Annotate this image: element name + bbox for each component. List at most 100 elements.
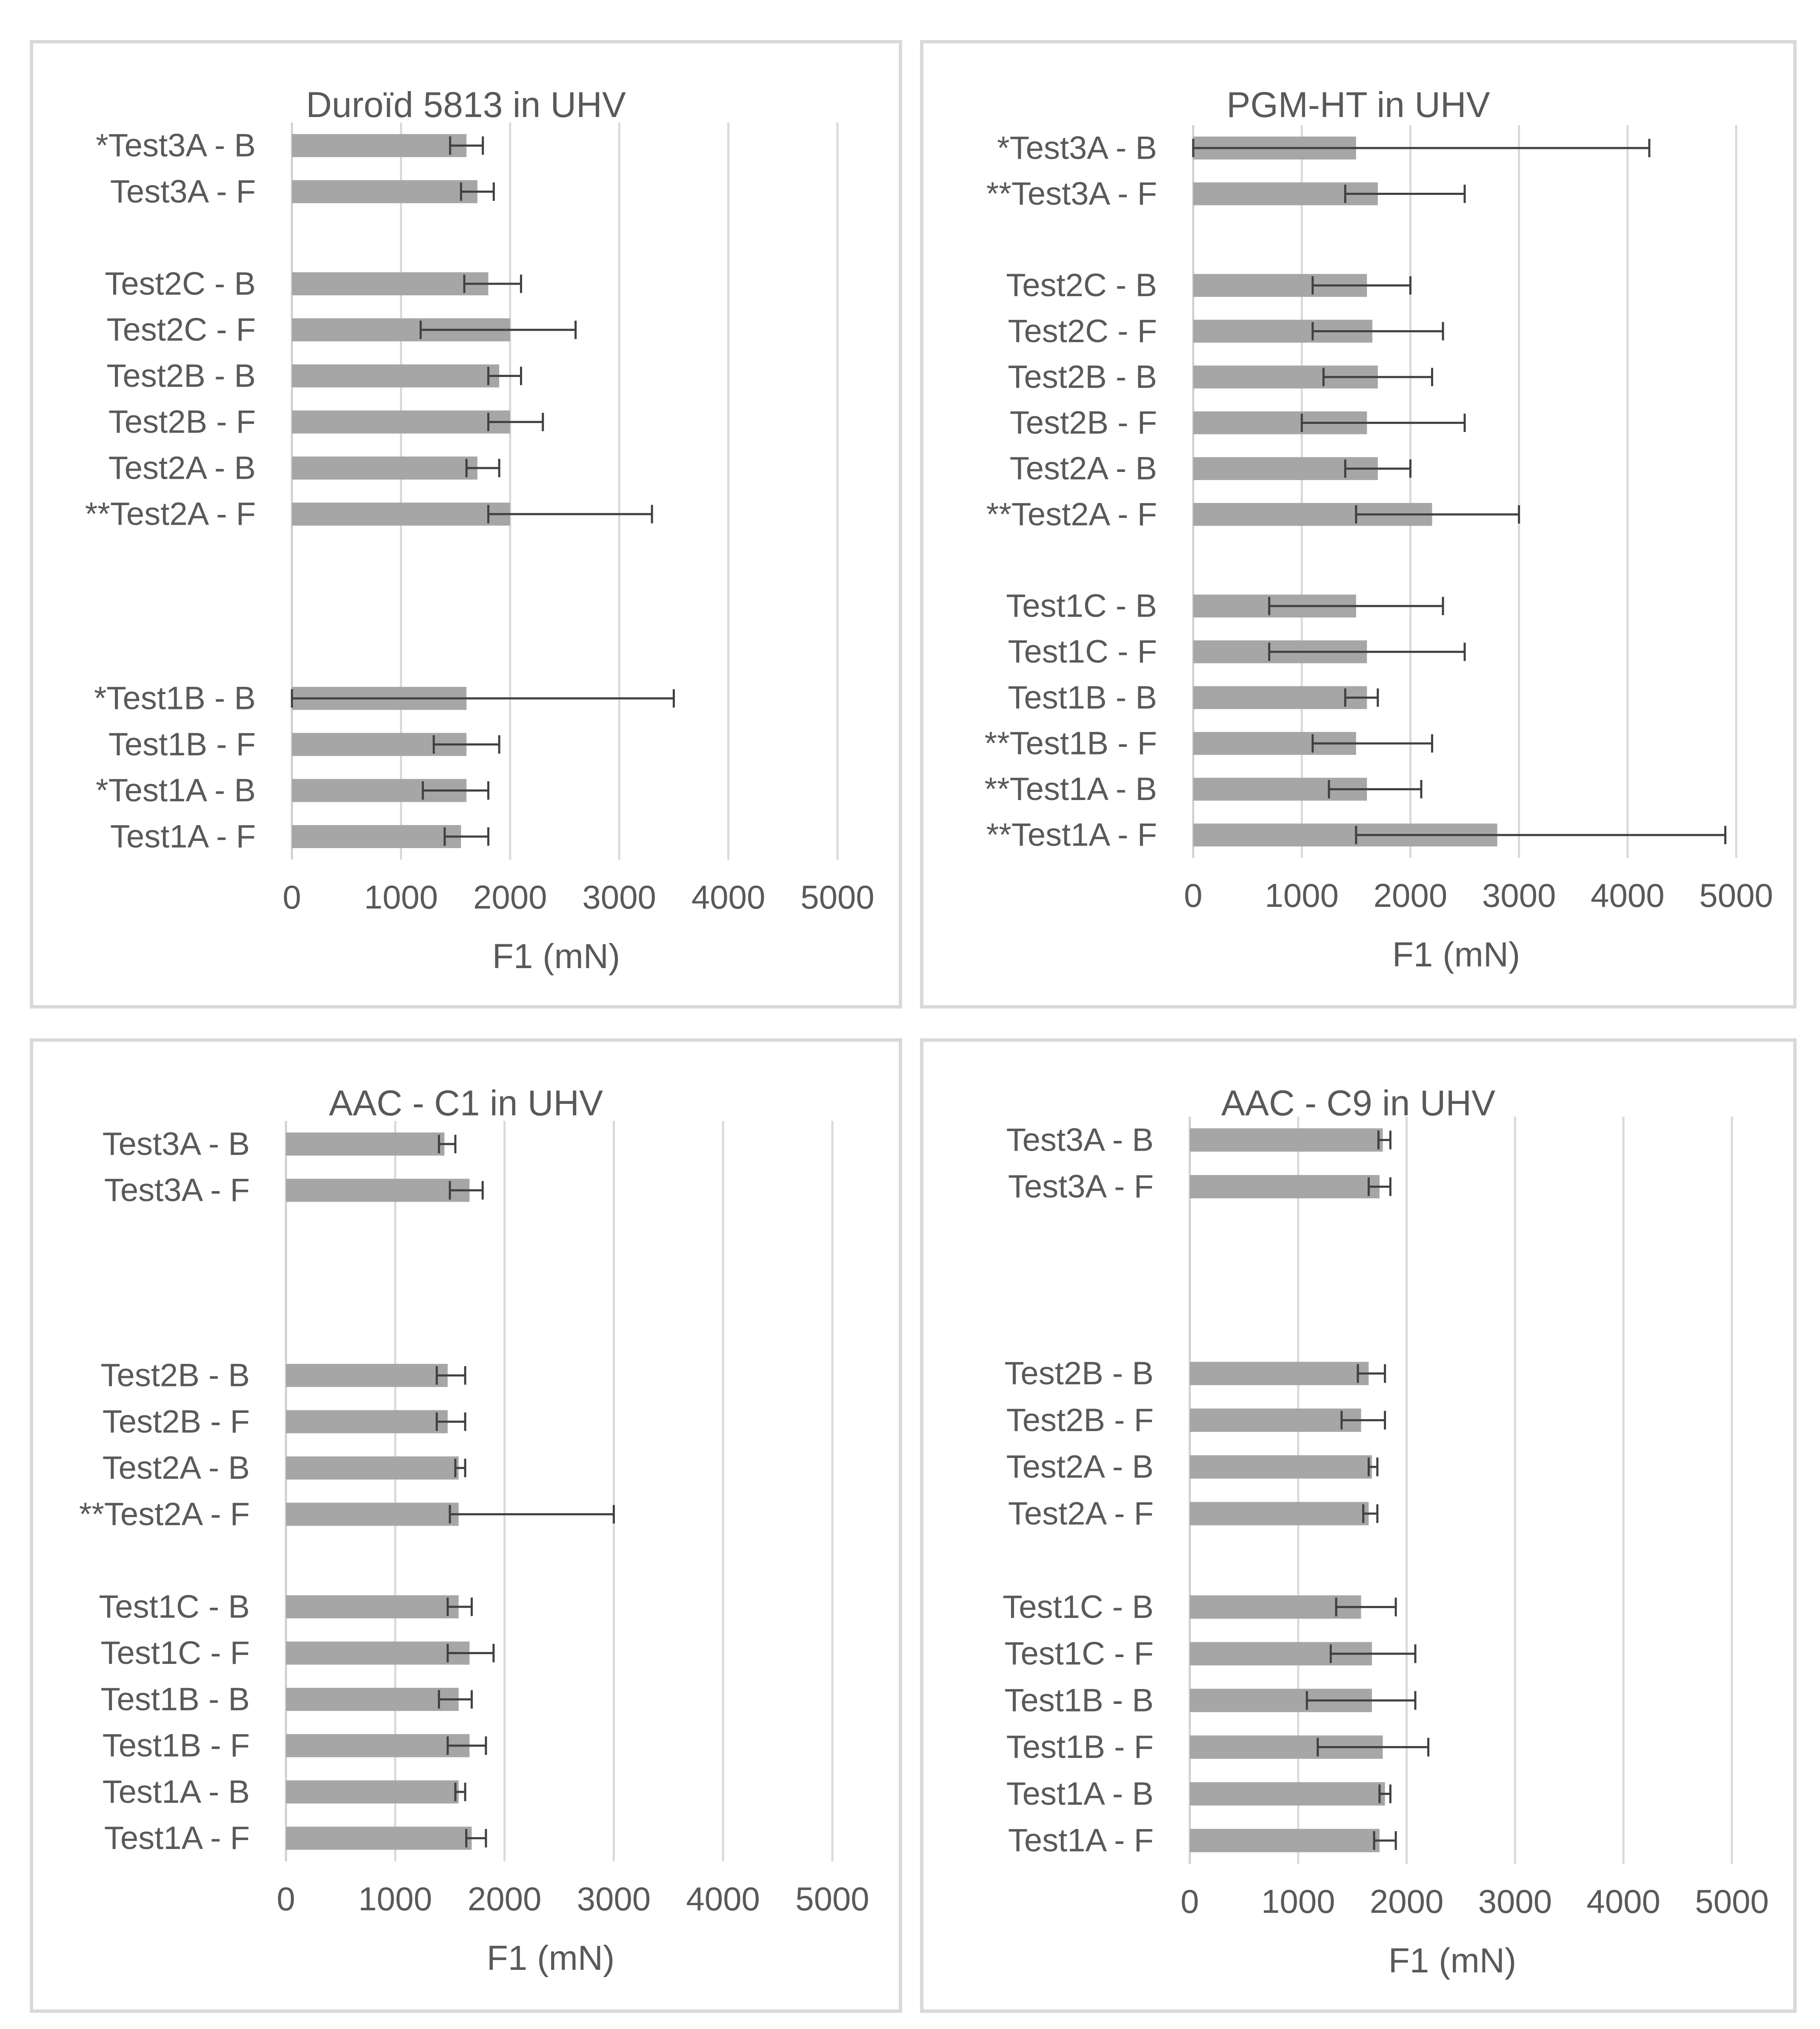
tick-label: 0 [277, 1880, 295, 1918]
tick-label: 2000 [1374, 877, 1448, 914]
category-label: Test1A - B [103, 1774, 250, 1810]
tick-label: 4000 [691, 878, 766, 916]
tick-label: 1000 [364, 878, 438, 916]
category-label: Test3A - B [103, 1126, 250, 1162]
chart-title: AAC - C1 in UHV [329, 1083, 603, 1123]
category-label: *Test3A - B [997, 130, 1157, 166]
chart-panel-aac-c9: AAC - C9 in UHV Test3A - B Test3A - F Test… [920, 1038, 1797, 2013]
tick-label: 5000 [1699, 877, 1773, 914]
tick-label: 4000 [1586, 1883, 1660, 1920]
category-label: Test3A - F [110, 174, 256, 210]
category-label: Test2C - F [107, 312, 256, 348]
category-label: Test2A - B [109, 450, 256, 486]
category-label: Test2C - B [105, 266, 256, 302]
x-axis-label: F1 (mN) [487, 1939, 615, 1978]
chart-duroid: *Test3A - B Test3A - F Test2C - B Test2C - … [85, 123, 874, 976]
bar [286, 1456, 459, 1480]
tick-label: 4000 [686, 1880, 760, 1918]
x-axis-label: F1 (mN) [1389, 1941, 1517, 1980]
bar [292, 503, 510, 526]
tick-label: 0 [1184, 877, 1202, 914]
bar [1190, 1408, 1361, 1432]
category-label: **Test2A - F [85, 496, 256, 532]
chart-panel-pgm: PGM-HT in UHV *Test3A - B **Test3A - F Tes… [920, 40, 1797, 1009]
tick-label: 1000 [1265, 877, 1339, 914]
category-label: *Test3A - B [96, 128, 256, 164]
tick-label: 0 [1180, 1883, 1199, 1920]
category-label: Test1C - F [1008, 634, 1157, 670]
category-label: Test1C - B [1003, 1589, 1154, 1625]
tick-label: 5000 [795, 1880, 869, 1918]
bar [292, 180, 477, 203]
bar [286, 1688, 459, 1711]
bar [292, 456, 477, 480]
bar [286, 1826, 472, 1850]
bar [286, 1503, 459, 1526]
bar [1190, 1502, 1369, 1526]
bar [292, 272, 489, 295]
bar [286, 1132, 445, 1156]
category-label: Test2B - B [106, 358, 256, 394]
category-label: Test3A - F [104, 1172, 250, 1209]
chart-aac-c9: Test3A - B Test3A - F Test2B - B Test2B - F… [1003, 1117, 1769, 1980]
bar [1193, 686, 1367, 709]
category-label: **Test3A - F [986, 176, 1157, 212]
bar [286, 1780, 459, 1804]
tick-label: 2000 [1370, 1883, 1444, 1920]
bar [1190, 1128, 1383, 1152]
bar [292, 825, 461, 848]
category-label: Test1B - B [1004, 1682, 1154, 1718]
category-label: **Test1A - B [984, 771, 1157, 807]
chart-aac-c1: Test3A - B Test3A - F Test2B - B Test2B - F… [79, 1121, 869, 1978]
category-label: Test2B - F [109, 404, 256, 440]
category-label: Test3A - F [1008, 1169, 1154, 1205]
category-label: **Test2A - F [986, 496, 1157, 532]
bar [292, 364, 500, 388]
tick-label: 3000 [582, 878, 656, 916]
category-label: Test2A - B [1010, 451, 1157, 487]
tick-label: 2000 [468, 1880, 542, 1918]
bar [286, 1641, 470, 1665]
category-label: **Test1B - F [985, 725, 1157, 761]
chart-panel-duroid: Duroïd 5813 in UHV *Test3A - B Test3A - F… [30, 40, 902, 1009]
category-label: Test2B - F [1006, 1402, 1154, 1438]
x-axis-label: F1 (mN) [492, 937, 620, 976]
bar [286, 1410, 448, 1434]
category-label: Test2B - B [1004, 1355, 1154, 1392]
category-label: Test1A - B [1006, 1776, 1154, 1812]
chart-pgm: *Test3A - B **Test3A - F Test2C - B Test2C … [984, 125, 1773, 974]
bar [1190, 1595, 1361, 1619]
bar [1190, 1829, 1380, 1852]
category-label: Test2B - B [100, 1357, 250, 1394]
bar [286, 1595, 459, 1619]
category-label: Test2A - B [1006, 1449, 1154, 1485]
category-label: Test1C - F [1005, 1636, 1154, 1672]
category-label: Test1A - F [1008, 1823, 1154, 1859]
chart-panel-aac-c1: AAC - C1 in UHV Test3A - B Test3A - F Test… [30, 1038, 902, 2013]
category-label: Test2B - F [1010, 405, 1157, 441]
category-label: *Test1A - B [96, 772, 256, 809]
category-label: Test2C - B [1006, 267, 1157, 303]
category-label: Test1C - B [99, 1589, 250, 1625]
tick-label: 3000 [1482, 877, 1556, 914]
bar [1190, 1175, 1380, 1199]
bar [286, 1734, 470, 1758]
bar [292, 134, 467, 157]
category-label: Test2C - F [1008, 313, 1157, 349]
category-label: Test1B - F [103, 1728, 250, 1764]
category-label: Test2A - F [1008, 1495, 1154, 1532]
category-label: Test1A - F [104, 1820, 250, 1856]
category-label: Test2A - B [103, 1450, 250, 1486]
bar [1190, 1782, 1385, 1806]
tick-label: 3000 [577, 1880, 651, 1918]
bar [1190, 1362, 1369, 1386]
tick-label: 5000 [800, 878, 874, 916]
tick-label: 1000 [358, 1880, 432, 1918]
bar [292, 410, 510, 434]
bar [286, 1178, 470, 1202]
category-label: **Test1A - F [986, 817, 1157, 853]
tick-label: 0 [283, 878, 301, 916]
category-label: Test1B - F [109, 726, 256, 763]
category-label: **Test2A - F [79, 1496, 250, 1532]
category-label: Test1C - F [101, 1635, 250, 1671]
